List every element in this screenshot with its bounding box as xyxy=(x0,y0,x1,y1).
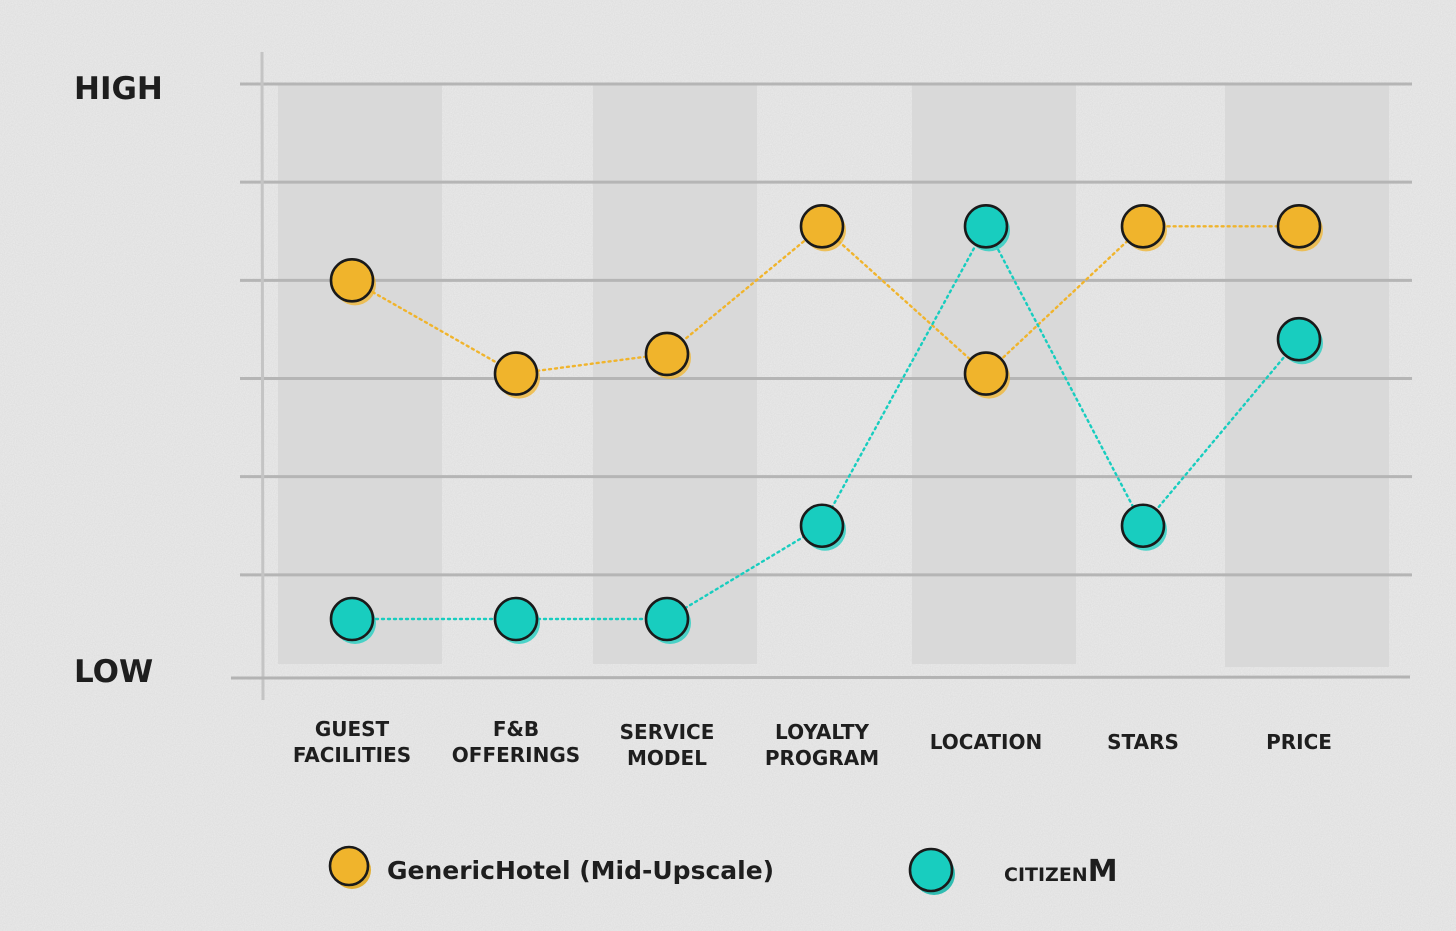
point-citizenm xyxy=(329,596,376,645)
legend-label-citizenm-suffix: M xyxy=(1088,854,1118,889)
column-band xyxy=(278,84,442,664)
legend-swatch-citizenm-outline xyxy=(908,847,954,893)
gridlines xyxy=(240,82,1412,577)
point-genericHotel xyxy=(963,351,1010,399)
point-citizenm xyxy=(963,204,1010,252)
y-high-label: HIGH xyxy=(74,71,163,107)
point-genericHotel xyxy=(1276,204,1323,252)
x-tick-label: OFFERINGS xyxy=(452,743,580,767)
legend-label-citizenm: CITIZENM xyxy=(1004,854,1118,889)
legend-label-citizenm-prefix: CITIZEN xyxy=(1004,864,1088,886)
legend-genericHotel: GenericHotel (Mid-Upscale) xyxy=(328,845,774,889)
point-genericHotel xyxy=(799,204,846,252)
x-tick-label: FACILITIES xyxy=(293,743,411,767)
point-citizenm xyxy=(799,503,846,551)
x-tick-label: LOCATION xyxy=(930,730,1042,754)
legend-citizenm: CITIZENM xyxy=(908,847,1118,895)
point-genericHotel xyxy=(644,331,691,379)
x-tick-label: MODEL xyxy=(627,746,707,770)
point-genericHotel xyxy=(1120,204,1167,252)
x-tick-label: LOYALTY xyxy=(775,720,869,744)
series-points xyxy=(329,204,1323,645)
point-genericHotel xyxy=(493,351,540,399)
point-citizenm xyxy=(493,596,540,645)
x-tick-label: STARS xyxy=(1107,730,1179,754)
y-axis-line xyxy=(260,51,265,701)
y-low-label: LOW xyxy=(74,654,153,690)
point-citizenm xyxy=(644,596,691,645)
x-tick-label: F&B xyxy=(493,717,539,741)
point-genericHotel xyxy=(329,258,376,306)
point-citizenm xyxy=(1120,503,1167,551)
x-tick-label: SERVICE xyxy=(620,720,715,744)
legend-swatch-genericHotel-outline xyxy=(328,845,370,887)
x-tick-label: PROGRAM xyxy=(765,746,879,770)
x-tick-label: GUEST xyxy=(315,717,390,741)
legend: GenericHotel (Mid-Upscale) CITIZENM xyxy=(328,845,1118,895)
column-band xyxy=(1225,84,1389,667)
point-citizenm xyxy=(1276,316,1323,365)
x-tick-label: PRICE xyxy=(1266,730,1332,754)
legend-label-genericHotel: GenericHotel (Mid-Upscale) xyxy=(387,856,774,885)
x-axis-line xyxy=(230,675,1411,680)
